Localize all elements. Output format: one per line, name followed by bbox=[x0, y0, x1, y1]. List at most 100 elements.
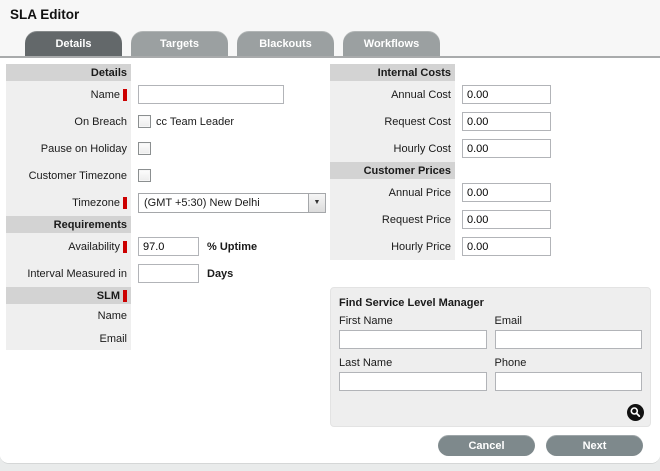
slm-email-label: Email bbox=[99, 332, 127, 345]
customer-timezone-label: Customer Timezone bbox=[28, 169, 127, 182]
first-name-label: First Name bbox=[339, 315, 393, 327]
required-marker-icon bbox=[123, 196, 127, 209]
internal-costs-section-header: Internal Costs bbox=[330, 64, 455, 81]
hourly-cost-row: Hourly Cost bbox=[330, 135, 654, 162]
phone-input[interactable] bbox=[494, 372, 642, 391]
search-icon[interactable] bbox=[627, 404, 644, 421]
email-label: Email bbox=[494, 315, 523, 327]
cc-team-leader-label: cc Team Leader bbox=[156, 115, 235, 128]
phone-cell: Phone bbox=[494, 357, 642, 391]
availability-input[interactable] bbox=[138, 237, 199, 256]
customer-timezone-checkbox[interactable] bbox=[138, 169, 151, 182]
on-breach-row: On Breach cc Team Leader bbox=[6, 108, 326, 135]
request-price-input[interactable] bbox=[462, 210, 551, 229]
find-panel-title: Find Service Level Manager bbox=[339, 297, 484, 309]
annual-price-row: Annual Price bbox=[330, 179, 654, 206]
request-cost-field-cell bbox=[455, 112, 551, 131]
name-label: Name bbox=[90, 88, 120, 101]
on-breach-label-cell: On Breach bbox=[6, 108, 131, 135]
request-price-label-cell: Request Price bbox=[330, 206, 455, 233]
requirements-section-title: Requirements bbox=[53, 218, 127, 231]
customer-timezone-label-cell: Customer Timezone bbox=[6, 162, 131, 189]
cc-team-leader-checkbox[interactable] bbox=[138, 115, 151, 128]
interval-row: Interval Measured in Days bbox=[6, 260, 326, 287]
request-cost-input[interactable] bbox=[462, 112, 551, 131]
interval-input[interactable] bbox=[138, 264, 199, 283]
timezone-select[interactable]: (GMT +5:30) New Delhi ▼ bbox=[138, 192, 326, 213]
interval-label-cell: Interval Measured in bbox=[6, 260, 131, 287]
hourly-price-field-cell bbox=[455, 237, 551, 256]
hourly-price-label: Hourly Price bbox=[391, 240, 451, 253]
tab-blackouts-label: Blackouts bbox=[259, 37, 312, 50]
slm-name-row: Name bbox=[6, 304, 326, 327]
last-name-input[interactable] bbox=[339, 372, 487, 391]
annual-cost-label-cell: Annual Cost bbox=[330, 81, 455, 108]
tab-details[interactable]: Details bbox=[25, 31, 122, 56]
annual-cost-row: Annual Cost bbox=[330, 81, 654, 108]
interval-suffix: Days bbox=[207, 267, 234, 280]
details-section-title: Details bbox=[90, 66, 127, 79]
phone-label: Phone bbox=[494, 357, 527, 369]
tab-blackouts[interactable]: Blackouts bbox=[237, 31, 334, 56]
annual-cost-label: Annual Cost bbox=[391, 88, 451, 101]
hourly-cost-label: Hourly Cost bbox=[393, 142, 451, 155]
customer-prices-section-title: Customer Prices bbox=[363, 164, 451, 177]
customer-prices-section-header: Customer Prices bbox=[330, 162, 455, 179]
required-marker-icon bbox=[123, 289, 127, 302]
last-name-cell: Last Name bbox=[339, 357, 487, 391]
annual-cost-input[interactable] bbox=[462, 85, 551, 104]
availability-label: Availability bbox=[68, 240, 120, 253]
slm-name-label-cell: Name bbox=[6, 304, 131, 327]
email-input[interactable] bbox=[494, 330, 642, 349]
footer-actions: Cancel Next bbox=[438, 435, 643, 456]
timezone-label: Timezone bbox=[72, 196, 120, 209]
tab-details-label: Details bbox=[55, 37, 92, 50]
hourly-cost-field-cell bbox=[455, 139, 551, 158]
annual-price-field-cell bbox=[455, 183, 551, 202]
first-name-input[interactable] bbox=[339, 330, 487, 349]
slm-email-row: Email bbox=[6, 327, 326, 350]
find-service-level-manager-panel: Find Service Level Manager First Name Em… bbox=[330, 287, 651, 427]
annual-price-input[interactable] bbox=[462, 183, 551, 202]
timezone-row: Timezone (GMT +5:30) New Delhi ▼ bbox=[6, 189, 326, 216]
name-label-cell: Name bbox=[6, 81, 131, 108]
customer-timezone-row: Customer Timezone bbox=[6, 162, 326, 189]
right-column: Internal Costs Annual Cost Request Cost bbox=[330, 64, 654, 427]
hourly-price-input[interactable] bbox=[462, 237, 551, 256]
tab-targets[interactable]: Targets bbox=[131, 31, 228, 56]
pause-on-holiday-row: Pause on Holiday bbox=[6, 135, 326, 162]
details-section-header: Details bbox=[6, 64, 131, 81]
hourly-cost-label-cell: Hourly Cost bbox=[330, 135, 455, 162]
hourly-cost-input[interactable] bbox=[462, 139, 551, 158]
annual-cost-field-cell bbox=[455, 85, 551, 104]
availability-field-cell: % Uptime bbox=[131, 237, 257, 256]
name-input[interactable] bbox=[138, 85, 284, 104]
on-breach-label: On Breach bbox=[74, 115, 127, 128]
availability-suffix: % Uptime bbox=[207, 240, 258, 253]
chevron-down-icon[interactable]: ▼ bbox=[308, 193, 325, 212]
next-button[interactable]: Next bbox=[546, 435, 643, 456]
availability-row: Availability % Uptime bbox=[6, 233, 326, 260]
availability-label-cell: Availability bbox=[6, 233, 131, 260]
request-price-label: Request Price bbox=[381, 213, 451, 226]
pause-on-holiday-field-cell bbox=[131, 142, 151, 155]
left-column: Details Name On Breach cc Team Leader bbox=[6, 64, 326, 350]
name-field-cell bbox=[131, 85, 284, 104]
tab-targets-label: Targets bbox=[160, 37, 199, 50]
pause-on-holiday-label-cell: Pause on Holiday bbox=[6, 135, 131, 162]
hourly-price-label-cell: Hourly Price bbox=[330, 233, 455, 260]
first-name-cell: First Name bbox=[339, 315, 487, 349]
tab-bar: Details Targets Blackouts Workflows bbox=[0, 29, 660, 56]
timezone-label-cell: Timezone bbox=[6, 189, 131, 216]
cancel-button[interactable]: Cancel bbox=[438, 435, 535, 456]
requirements-section-header: Requirements bbox=[6, 216, 131, 233]
tab-workflows[interactable]: Workflows bbox=[343, 31, 440, 56]
request-cost-label-cell: Request Cost bbox=[330, 108, 455, 135]
request-price-field-cell bbox=[455, 210, 551, 229]
request-cost-label: Request Cost bbox=[384, 115, 451, 128]
last-name-label: Last Name bbox=[339, 357, 393, 369]
interval-label: Interval Measured in bbox=[27, 267, 127, 280]
name-row: Name bbox=[6, 81, 326, 108]
request-cost-row: Request Cost bbox=[330, 108, 654, 135]
pause-on-holiday-checkbox[interactable] bbox=[138, 142, 151, 155]
